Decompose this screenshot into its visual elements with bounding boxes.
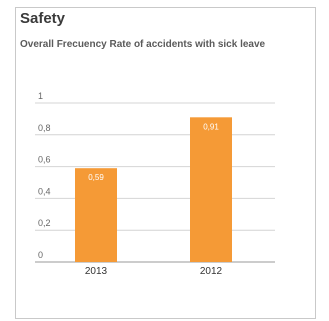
safety-panel <box>15 7 316 319</box>
y-tick-label: 0,8 <box>38 123 51 133</box>
y-tick-label: 1 <box>38 91 43 101</box>
y-tick-label: 0,6 <box>38 155 51 165</box>
panel-subtitle: Overall Frecuency Rate of accidents with… <box>20 39 266 50</box>
data-label: 0,59 <box>88 173 104 182</box>
x-category-label: 2012 <box>200 266 223 277</box>
bar-2012 <box>190 117 232 262</box>
data-label: 0,91 <box>203 122 219 131</box>
panel-title: Safety <box>20 10 66 27</box>
bar-2013 <box>75 168 117 262</box>
x-category-label: 2013 <box>85 266 108 277</box>
y-tick-label: 0 <box>38 250 43 260</box>
y-tick-label: 0,4 <box>38 186 51 196</box>
y-tick-label: 0,2 <box>38 218 51 228</box>
